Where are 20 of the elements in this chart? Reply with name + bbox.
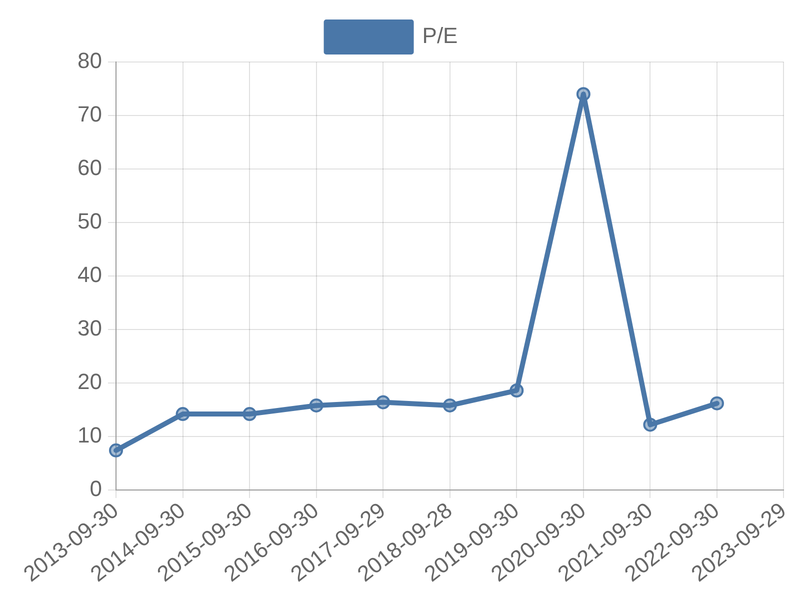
- point: [176, 407, 190, 422]
- point: [442, 398, 457, 412]
- y-tick-label: 30: [78, 316, 102, 341]
- point: [376, 395, 390, 410]
- y-tick-label: 70: [78, 102, 102, 127]
- point: [242, 407, 257, 422]
- y-tick-label: 0: [90, 476, 102, 502]
- point: [510, 383, 524, 398]
- y-tick-label: 20: [78, 369, 102, 394]
- y-tick-label: 40: [78, 262, 102, 288]
- point: [643, 418, 658, 432]
- y-tick-label: 60: [78, 155, 102, 180]
- y-tick-label: 10: [78, 422, 102, 448]
- y-tick-label: 80: [78, 48, 102, 74]
- legend-label: P/E: [422, 23, 458, 48]
- point: [309, 398, 324, 412]
- point: [109, 443, 123, 458]
- point: [576, 87, 590, 102]
- y-tick-label: 50: [78, 208, 102, 234]
- point: [710, 396, 724, 410]
